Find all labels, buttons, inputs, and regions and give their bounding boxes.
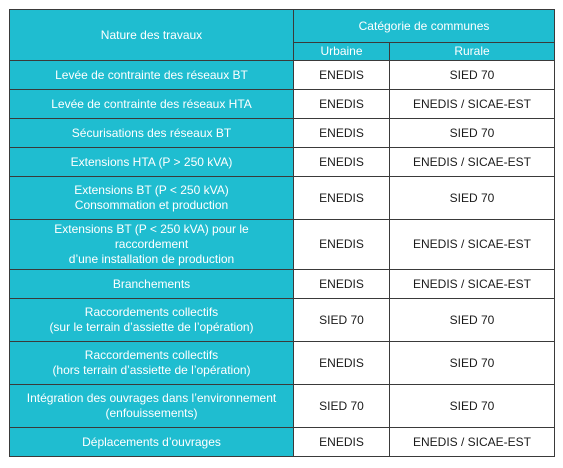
- cell-nature-line: d’une installation de production: [68, 252, 235, 266]
- cell-nature-line: Sécurisations des réseaux BT: [71, 125, 232, 140]
- cell-nature-line: Raccordements collectifs: [84, 348, 219, 362]
- cell-rurale: ENEDIS / SICAE-EST: [388, 427, 556, 457]
- table-header: Nature des travaux Catégorie de communes…: [9, 9, 556, 61]
- cell-urbaine: ENEDIS: [293, 427, 390, 457]
- cell-nature: Extensions HTA (P > 250 kVA): [9, 147, 294, 177]
- cell-rurale: SIED 70: [388, 118, 556, 148]
- cell-urbaine: ENEDIS: [293, 219, 390, 270]
- cell-rurale: SIED 70: [388, 384, 556, 428]
- table-body: Levée de contrainte des réseaux BT ENEDIS…: [9, 60, 556, 457]
- cell-urbaine: ENEDIS: [293, 341, 390, 385]
- table-row: Intégration des ouvrages dans l’environn…: [9, 384, 556, 428]
- table-row: Branchements ENEDIS ENEDIS / SICAE-EST: [9, 269, 556, 299]
- cell-nature: Déplacements d’ouvrages: [9, 427, 294, 457]
- cell-nature: Branchements: [9, 269, 294, 299]
- table-row: Raccordements collectifs (sur le terrain …: [9, 298, 556, 342]
- table-row: Levée de contrainte des réseaux HTA ENEDI…: [9, 89, 556, 119]
- table-row: Levée de contrainte des réseaux BT ENEDIS…: [9, 60, 556, 90]
- cell-nature-line: (hors terrain d’assiette de l’opération): [52, 363, 251, 377]
- cell-rurale: ENEDIS / SICAE-EST: [388, 219, 556, 270]
- responsibility-table: Nature des travaux Catégorie de communes…: [9, 9, 556, 457]
- table-row: Extensions HTA (P > 250 kVA) ENEDIS ENEDIS…: [9, 147, 556, 177]
- cell-nature-line: Extensions BT (P < 250 kVA): [74, 183, 229, 197]
- cell-urbaine: ENEDIS: [293, 147, 390, 177]
- table-row: Extensions BT (P < 250 kVA) Consommation …: [9, 176, 556, 220]
- cell-nature: Extensions BT (P < 250 kVA) pour le racc…: [9, 219, 294, 270]
- header-nature-des-travaux: Nature des travaux: [9, 9, 294, 61]
- cell-rurale: ENEDIS / SICAE-EST: [388, 147, 556, 177]
- cell-nature-line: Raccordements collectifs: [84, 305, 219, 319]
- cell-nature: Extensions BT (P < 250 kVA) Consommation …: [9, 176, 294, 220]
- header-urbaine: Urbaine: [293, 42, 390, 61]
- cell-urbaine: ENEDIS: [293, 269, 390, 299]
- cell-nature: Levée de contrainte des réseaux BT: [9, 60, 294, 90]
- cell-nature-line: Extensions BT (P < 250 kVA) pour le racc…: [54, 222, 249, 251]
- table-row: Sécurisations des réseaux BT ENEDIS SIED 7…: [9, 118, 556, 148]
- cell-rurale: SIED 70: [388, 60, 556, 90]
- cell-rurale: SIED 70: [388, 341, 556, 385]
- cell-nature: Levée de contrainte des réseaux HTA: [9, 89, 294, 119]
- table-row: Déplacements d’ouvrages ENEDIS ENEDIS / SI…: [9, 427, 556, 457]
- cell-urbaine: SIED 70: [293, 298, 390, 342]
- cell-urbaine: ENEDIS: [293, 60, 390, 90]
- cell-nature-line: (enfouissements): [105, 406, 198, 420]
- header-rurale: Rurale: [388, 42, 556, 61]
- cell-nature-line: Branchements: [112, 276, 191, 291]
- cell-rurale: SIED 70: [388, 298, 556, 342]
- cell-nature-line: Consommation et production: [74, 198, 229, 212]
- cell-nature-line: Levée de contrainte des réseaux HTA: [51, 96, 252, 111]
- cell-nature: Raccordements collectifs (sur le terrain …: [9, 298, 294, 342]
- cell-nature-line: Déplacements d’ouvrages: [82, 434, 221, 449]
- cell-urbaine: ENEDIS: [293, 176, 390, 220]
- cell-nature: Sécurisations des réseaux BT: [9, 118, 294, 148]
- header-categorie-de-communes: Catégorie de communes: [292, 9, 556, 43]
- cell-rurale: SIED 70: [388, 176, 556, 220]
- cell-rurale: ENEDIS / SICAE-EST: [388, 269, 556, 299]
- cell-nature-line: (sur le terrain d’assiette de l’opératio…: [49, 320, 254, 334]
- cell-rurale: ENEDIS / SICAE-EST: [388, 89, 556, 119]
- cell-urbaine: SIED 70: [293, 384, 390, 428]
- cell-nature-line: Intégration des ouvrages dans l’environn…: [26, 391, 277, 405]
- cell-nature: Intégration des ouvrages dans l’environn…: [9, 384, 294, 428]
- table-row: Extensions BT (P < 250 kVA) pour le racc…: [9, 219, 556, 270]
- cell-urbaine: ENEDIS: [293, 89, 390, 119]
- cell-nature: Raccordements collectifs (hors terrain d’…: [9, 341, 294, 385]
- cell-urbaine: ENEDIS: [293, 118, 390, 148]
- cell-nature-line: Extensions HTA (P > 250 kVA): [70, 154, 233, 169]
- cell-nature-line: Levée de contrainte des réseaux BT: [55, 67, 248, 82]
- table-row: Raccordements collectifs (hors terrain d’…: [9, 341, 556, 385]
